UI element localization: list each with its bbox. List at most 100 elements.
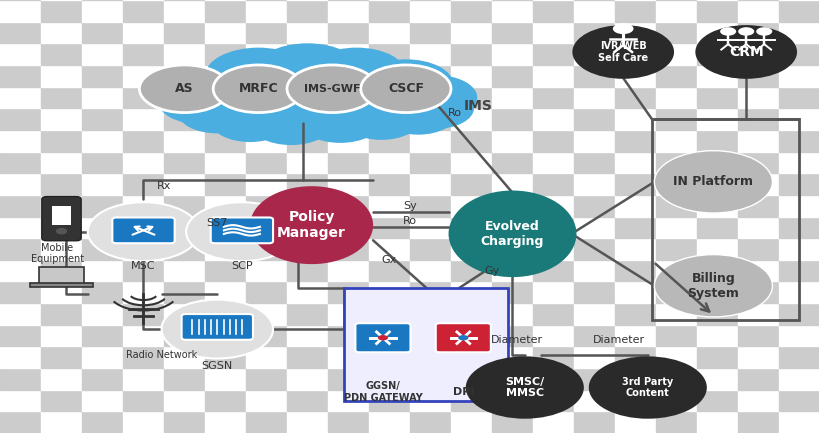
Bar xyxy=(491,390,532,411)
Bar xyxy=(82,130,123,152)
FancyBboxPatch shape xyxy=(435,323,491,352)
Bar xyxy=(205,260,246,281)
Bar xyxy=(246,260,287,281)
Bar xyxy=(410,87,450,108)
Bar xyxy=(655,238,696,260)
Bar xyxy=(450,368,491,390)
Text: Mobile
Equipment: Mobile Equipment xyxy=(31,242,84,264)
Bar xyxy=(369,43,410,65)
Bar xyxy=(696,87,737,108)
Circle shape xyxy=(588,356,706,419)
Bar xyxy=(287,281,328,303)
Bar xyxy=(246,87,287,108)
Text: IN Platform: IN Platform xyxy=(672,175,753,188)
Bar xyxy=(82,43,123,65)
Bar xyxy=(41,390,82,411)
Bar xyxy=(328,43,369,65)
Bar xyxy=(655,260,696,281)
Bar xyxy=(246,152,287,173)
Bar xyxy=(123,346,164,368)
Bar xyxy=(123,238,164,260)
Bar xyxy=(82,108,123,130)
Bar xyxy=(532,216,573,238)
Bar xyxy=(246,390,287,411)
Bar xyxy=(328,281,369,303)
Circle shape xyxy=(572,25,673,79)
Bar xyxy=(655,281,696,303)
Bar xyxy=(328,87,369,108)
Text: Sy: Sy xyxy=(403,200,416,211)
Bar xyxy=(41,368,82,390)
Bar xyxy=(164,43,205,65)
Bar xyxy=(0,0,41,22)
Bar xyxy=(287,238,328,260)
Bar xyxy=(491,195,532,216)
FancyBboxPatch shape xyxy=(42,197,81,241)
Bar xyxy=(491,87,532,108)
Bar xyxy=(778,130,819,152)
Bar xyxy=(410,43,450,65)
Bar xyxy=(0,390,41,411)
Text: CRM: CRM xyxy=(728,45,762,59)
Bar xyxy=(369,152,410,173)
Bar xyxy=(287,260,328,281)
Bar xyxy=(696,346,737,368)
Bar xyxy=(123,303,164,325)
Bar xyxy=(614,195,655,216)
Bar xyxy=(614,411,655,433)
Text: Ro: Ro xyxy=(447,107,462,118)
Bar xyxy=(369,303,410,325)
Bar xyxy=(696,411,737,433)
Bar xyxy=(82,195,123,216)
Bar xyxy=(41,195,82,216)
Bar xyxy=(82,65,123,87)
Bar xyxy=(164,260,205,281)
Bar xyxy=(778,0,819,22)
Circle shape xyxy=(654,255,771,317)
Bar xyxy=(41,130,82,152)
Bar xyxy=(246,238,287,260)
Bar xyxy=(778,43,819,65)
Bar xyxy=(328,65,369,87)
Bar xyxy=(737,0,778,22)
Bar xyxy=(123,368,164,390)
Bar xyxy=(328,325,369,346)
Bar xyxy=(491,173,532,195)
Bar xyxy=(532,325,573,346)
Bar xyxy=(287,303,328,325)
Bar xyxy=(614,108,655,130)
Bar xyxy=(205,87,246,108)
Bar xyxy=(0,195,41,216)
Bar xyxy=(246,281,287,303)
Ellipse shape xyxy=(448,191,576,277)
Bar xyxy=(737,390,778,411)
Bar xyxy=(328,368,369,390)
Bar xyxy=(450,152,491,173)
Bar xyxy=(410,238,450,260)
Bar xyxy=(737,87,778,108)
Bar xyxy=(123,22,164,43)
Bar xyxy=(491,238,532,260)
Bar xyxy=(450,173,491,195)
Bar xyxy=(614,216,655,238)
Bar xyxy=(123,325,164,346)
Circle shape xyxy=(695,25,796,79)
Bar xyxy=(778,303,819,325)
Bar xyxy=(82,173,123,195)
Circle shape xyxy=(378,335,387,340)
Bar xyxy=(532,43,573,65)
Bar xyxy=(410,325,450,346)
Circle shape xyxy=(395,87,473,129)
Bar xyxy=(82,411,123,433)
Circle shape xyxy=(299,100,381,143)
Bar xyxy=(778,216,819,238)
Bar xyxy=(410,260,450,281)
Bar xyxy=(164,152,205,173)
Bar xyxy=(246,303,287,325)
Bar xyxy=(369,216,410,238)
Bar xyxy=(655,390,696,411)
Bar xyxy=(778,238,819,260)
Bar xyxy=(369,346,410,368)
Bar xyxy=(491,216,532,238)
Bar xyxy=(737,238,778,260)
